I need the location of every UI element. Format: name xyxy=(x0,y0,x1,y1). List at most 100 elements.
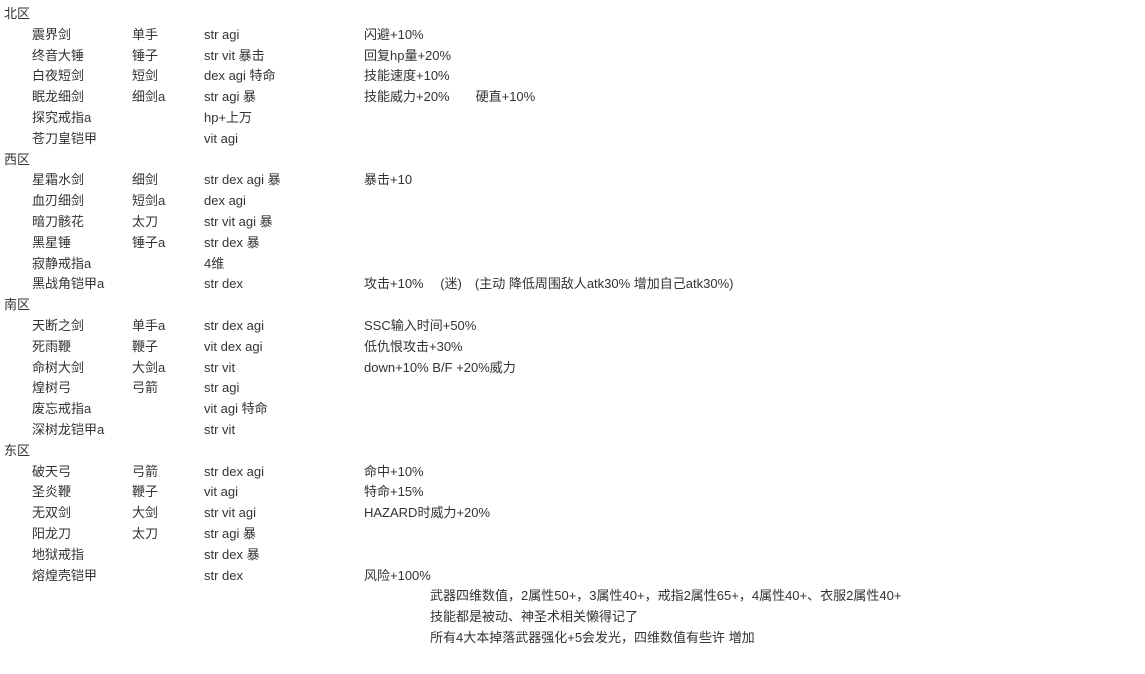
item-type: 细剑 xyxy=(132,170,204,191)
item-effect: 暴击+10 xyxy=(364,170,412,191)
item-row: 阳龙刀太刀str agi 暴 xyxy=(32,524,1141,545)
item-effect: 技能速度+10% xyxy=(364,66,450,87)
item-name: 苍刀皇铠甲 xyxy=(32,129,132,150)
item-effect: 低仇恨攻击+30% xyxy=(364,337,463,358)
item-type xyxy=(132,545,204,566)
item-name: 眠龙细剑 xyxy=(32,87,132,108)
region-header: 东区 xyxy=(4,441,1141,462)
item-row: 血刃细剑短剑adex agi xyxy=(32,191,1141,212)
item-stats: str agi xyxy=(204,378,364,399)
item-row: 命树大剑大剑astr vitdown+10% B/F +20%威力 xyxy=(32,358,1141,379)
item-type xyxy=(132,129,204,150)
footer-line: 所有4大本掉落武器强化+5会发光，四维数值有些许 増加 xyxy=(430,628,1141,649)
item-stats: str vit agi 暴 xyxy=(204,212,364,233)
item-effect: 技能威力+20% 硬直+10% xyxy=(364,87,535,108)
item-stats: str agi xyxy=(204,25,364,46)
item-type: 鞭子 xyxy=(132,337,204,358)
item-stats: 4维 xyxy=(204,254,364,275)
item-row: 星霜水剑细剑str dex agi 暴暴击+10 xyxy=(32,170,1141,191)
item-name: 终音大锤 xyxy=(32,46,132,67)
item-row: 寂静戒指a 4维 xyxy=(32,254,1141,275)
item-stats: str vit xyxy=(204,358,364,379)
item-row: 天断之剑单手astr dex agiSSC输入时间+50% xyxy=(32,316,1141,337)
item-stats: str agi 暴 xyxy=(204,524,364,545)
item-type: 鞭子 xyxy=(132,482,204,503)
item-name: 煌树弓 xyxy=(32,378,132,399)
item-stats: str dex 暴 xyxy=(204,233,364,254)
item-effect: 闪避+10% xyxy=(364,25,424,46)
item-stats: dex agi xyxy=(204,191,364,212)
item-stats: vit agi xyxy=(204,129,364,150)
item-name: 天断之剑 xyxy=(32,316,132,337)
item-stats: str dex agi 暴 xyxy=(204,170,364,191)
item-stats: str dex xyxy=(204,274,364,295)
footer-line: 武器四维数值，2属性50+，3属性40+，戒指2属性65+，4属性40+、衣服2… xyxy=(430,586,1141,607)
item-stats: vit agi 特命 xyxy=(204,399,364,420)
item-type: 单手 xyxy=(132,25,204,46)
item-row: 白夜短剑短剑dex agi 特命技能速度+10% xyxy=(32,66,1141,87)
item-row: 终音大锤锤子str vit 暴击回复hp量+20% xyxy=(32,46,1141,67)
item-name: 圣炎鞭 xyxy=(32,482,132,503)
item-name: 无双剑 xyxy=(32,503,132,524)
footer-line: 技能都是被动、神圣术相关懒得记了 xyxy=(430,607,1141,628)
item-stats: str vit xyxy=(204,420,364,441)
item-name: 寂静戒指a xyxy=(32,254,132,275)
region-header: 西区 xyxy=(4,150,1141,171)
item-row: 煌树弓弓箭str agi xyxy=(32,378,1141,399)
item-row: 熔煌壳铠甲 str dex风险+100% xyxy=(32,566,1141,587)
item-type: 弓箭 xyxy=(132,378,204,399)
item-stats: str dex agi xyxy=(204,316,364,337)
item-row: 震界剑单手str agi闪避+10% xyxy=(32,25,1141,46)
item-stats: vit agi xyxy=(204,482,364,503)
item-stats: str vit 暴击 xyxy=(204,46,364,67)
item-name: 熔煌壳铠甲 xyxy=(32,566,132,587)
item-stats: vit dex agi xyxy=(204,337,364,358)
item-effect: down+10% B/F +20%威力 xyxy=(364,358,516,379)
item-stats: str dex xyxy=(204,566,364,587)
item-type xyxy=(132,254,204,275)
item-stats: hp+上万 xyxy=(204,108,364,129)
item-stats: str agi 暴 xyxy=(204,87,364,108)
item-row: 无双剑大剑str vit agiHAZARD时威力+20% xyxy=(32,503,1141,524)
item-type: 大剑a xyxy=(132,358,204,379)
item-name: 震界剑 xyxy=(32,25,132,46)
item-type: 短剑a xyxy=(132,191,204,212)
item-effect: 回复hp量+20% xyxy=(364,46,451,67)
item-name: 地狱戒指 xyxy=(32,545,132,566)
item-name: 黑星锤 xyxy=(32,233,132,254)
item-row: 深树龙铠甲a str vit xyxy=(32,420,1141,441)
item-name: 废忘戒指a xyxy=(32,399,132,420)
item-type xyxy=(132,108,204,129)
item-type: 大剑 xyxy=(132,503,204,524)
item-type: 弓箭 xyxy=(132,462,204,483)
item-stats: str dex 暴 xyxy=(204,545,364,566)
item-type xyxy=(132,399,204,420)
item-row: 黑星锤锤子astr dex 暴 xyxy=(32,233,1141,254)
item-effect: HAZARD时威力+20% xyxy=(364,503,490,524)
item-stats: dex agi 特命 xyxy=(204,66,364,87)
item-name: 暗刀骸花 xyxy=(32,212,132,233)
item-type: 锤子a xyxy=(132,233,204,254)
item-effect: 特命+15% xyxy=(364,482,424,503)
item-name: 破天弓 xyxy=(32,462,132,483)
item-row: 地狱戒指 str dex 暴 xyxy=(32,545,1141,566)
item-name: 探究戒指a xyxy=(32,108,132,129)
item-name: 血刃细剑 xyxy=(32,191,132,212)
item-row: 死雨鞭鞭子vit dex agi低仇恨攻击+30% xyxy=(32,337,1141,358)
item-name: 命树大剑 xyxy=(32,358,132,379)
item-effect: 风险+100% xyxy=(364,566,431,587)
item-type xyxy=(132,566,204,587)
item-effect: 命中+10% xyxy=(364,462,424,483)
item-type: 太刀 xyxy=(132,524,204,545)
region-header: 北区 xyxy=(4,4,1141,25)
item-row: 探究戒指a hp+上万 xyxy=(32,108,1141,129)
item-row: 破天弓弓箭str dex agi命中+10% xyxy=(32,462,1141,483)
item-name: 死雨鞭 xyxy=(32,337,132,358)
item-type: 单手a xyxy=(132,316,204,337)
item-type xyxy=(132,274,204,295)
item-type: 短剑 xyxy=(132,66,204,87)
item-name: 阳龙刀 xyxy=(32,524,132,545)
region-header: 南区 xyxy=(4,295,1141,316)
item-type: 太刀 xyxy=(132,212,204,233)
item-name: 深树龙铠甲a xyxy=(32,420,132,441)
